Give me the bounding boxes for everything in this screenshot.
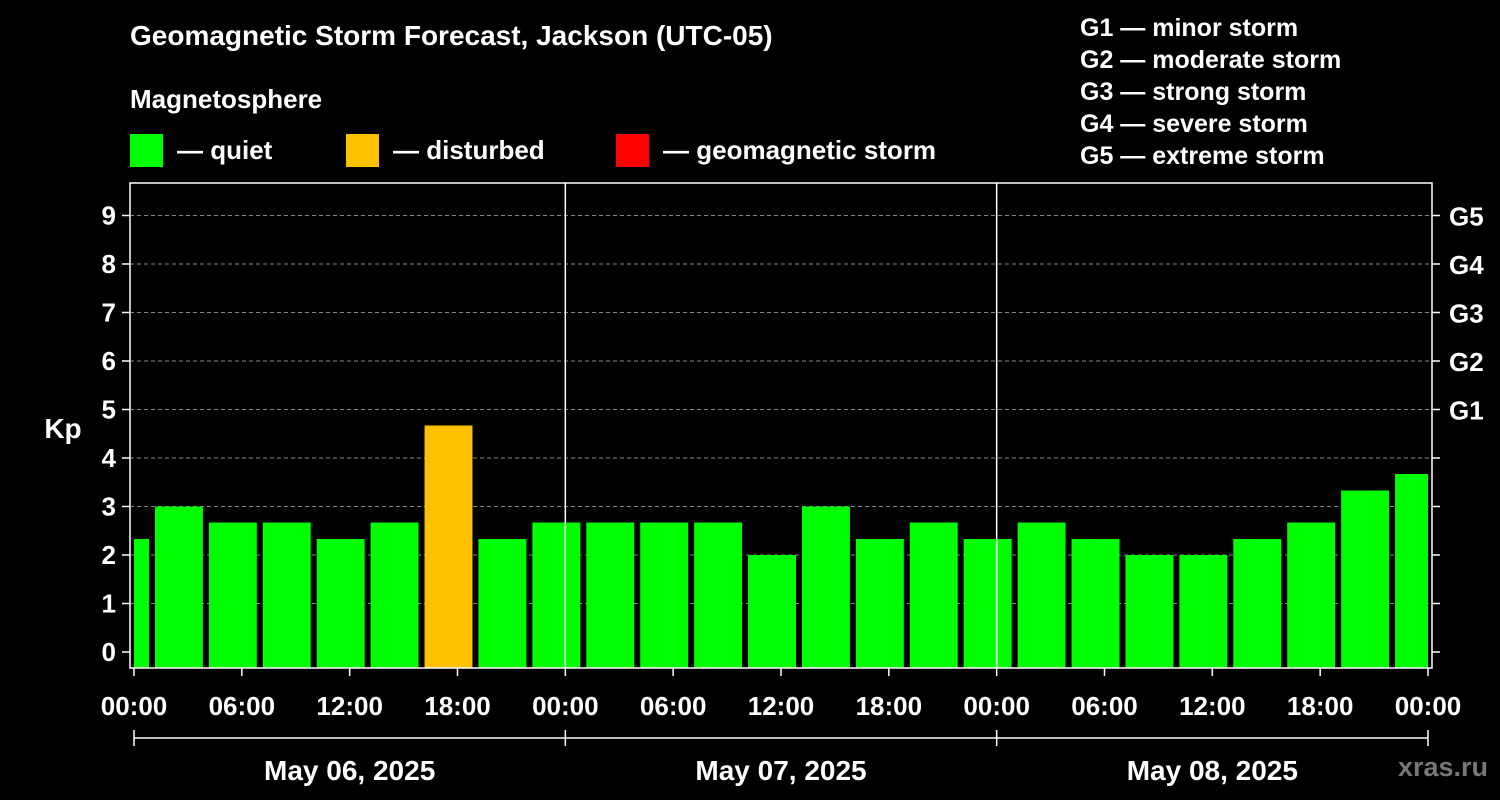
- legend-title: Magnetosphere: [130, 84, 323, 114]
- right-axis-label-g2: G2: [1449, 347, 1484, 377]
- kp-bar-3: [262, 522, 311, 668]
- legend-item-quiet: — quiet: [130, 133, 272, 167]
- g-scale-g1: G1 — minor storm: [1080, 14, 1299, 42]
- kp-bar-13: [801, 506, 850, 668]
- y-tick-label-9: 9: [102, 200, 116, 230]
- kp-bar-8: [532, 522, 581, 668]
- legend-item-disturbed: — disturbed: [346, 133, 545, 167]
- kp-bar-24: [1395, 474, 1428, 668]
- x-tick-label-0: 00:00: [101, 691, 168, 721]
- disturbed-swatch: [346, 133, 379, 167]
- x-tick-label-7: 18:00: [856, 691, 923, 721]
- x-tick-label-1: 06:00: [209, 691, 276, 721]
- storm-swatch: [616, 133, 649, 167]
- x-tick-label-6: 12:00: [748, 691, 815, 721]
- day-label-1: May 07, 2025: [695, 755, 866, 786]
- y-tick-label-4: 4: [102, 443, 117, 473]
- kp-bar-2: [208, 522, 257, 668]
- g-scale-g3: G3 — strong storm: [1080, 78, 1307, 106]
- legend-item-storm: — geomagnetic storm: [616, 133, 936, 167]
- y-axis-label: Kp: [44, 413, 81, 444]
- kp-bar-4: [316, 538, 365, 668]
- x-tick-label-10: 12:00: [1179, 691, 1246, 721]
- kp-bar-5: [370, 522, 419, 668]
- g-scale-g2: G2 — moderate storm: [1080, 46, 1342, 74]
- x-tick-label-2: 12:00: [316, 691, 383, 721]
- kp-bar-0: [134, 538, 149, 668]
- legend-label-storm: — geomagnetic storm: [663, 134, 937, 165]
- x-tick-label-4: 00:00: [532, 691, 599, 721]
- y-tick-label-6: 6: [102, 346, 116, 376]
- kp-bar-11: [694, 522, 743, 668]
- day-label-2: May 08, 2025: [1127, 755, 1298, 786]
- kp-bar-20: [1179, 554, 1228, 668]
- right-axis-label-g3: G3: [1449, 298, 1484, 328]
- x-tick-label-5: 06:00: [640, 691, 707, 721]
- quiet-swatch: [130, 133, 163, 167]
- kp-bar-1: [154, 506, 203, 668]
- y-tick-label-7: 7: [102, 297, 116, 327]
- chart-title: Geomagnetic Storm Forecast, Jackson (UTC…: [130, 20, 773, 51]
- y-tick-label-5: 5: [102, 394, 116, 424]
- kp-bar-22: [1287, 522, 1336, 668]
- kp-bar-6: [424, 425, 473, 668]
- kp-bar-9: [586, 522, 635, 668]
- x-tick-label-8: 00:00: [963, 691, 1030, 721]
- right-axis-label-g5: G5: [1449, 201, 1484, 231]
- kp-bar-18: [1071, 538, 1120, 668]
- kp-bar-15: [909, 522, 958, 668]
- legend-label-quiet: — quiet: [177, 134, 273, 165]
- x-tick-label-12: 00:00: [1395, 691, 1462, 721]
- watermark: xras.ru: [1397, 752, 1488, 782]
- x-tick-label-3: 18:00: [424, 691, 491, 721]
- x-tick-label-9: 06:00: [1071, 691, 1138, 721]
- y-tick-label-1: 1: [102, 588, 116, 618]
- kp-bar-14: [855, 538, 904, 668]
- y-tick-label-3: 3: [102, 491, 116, 521]
- kp-bar-19: [1125, 554, 1174, 668]
- y-tick-label-8: 8: [102, 249, 116, 279]
- right-axis-label-g4: G4: [1449, 250, 1484, 280]
- x-tick-label-11: 18:00: [1287, 691, 1354, 721]
- kp-bar-17: [1017, 522, 1066, 668]
- kp-bar-7: [478, 538, 527, 668]
- kp-bar-10: [640, 522, 689, 668]
- y-tick-label-0: 0: [102, 637, 116, 667]
- g-scale-g4: G4 — severe storm: [1080, 110, 1308, 138]
- day-label-0: May 06, 2025: [264, 755, 435, 786]
- kp-bar-21: [1233, 538, 1282, 668]
- legend-label-disturbed: — disturbed: [393, 134, 545, 165]
- y-tick-label-2: 2: [102, 540, 116, 570]
- kp-bar-16: [963, 538, 1012, 668]
- kp-bar-23: [1341, 490, 1390, 668]
- g-scale-g5: G5 — extreme storm: [1080, 142, 1325, 170]
- kp-bar-12: [748, 554, 796, 668]
- right-axis-label-g1: G1: [1449, 395, 1484, 425]
